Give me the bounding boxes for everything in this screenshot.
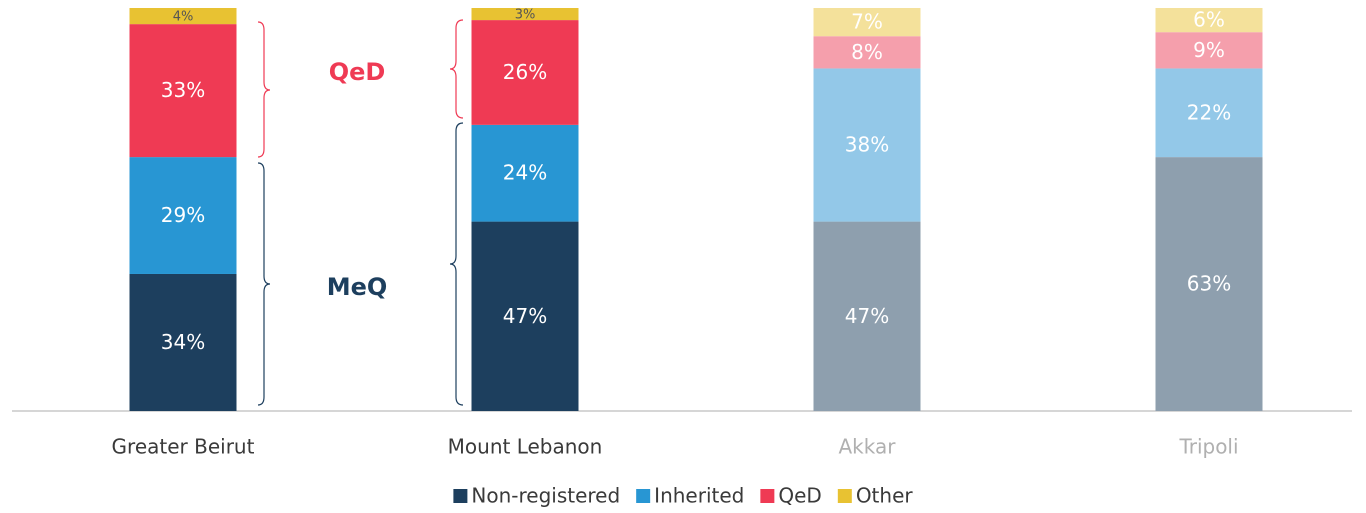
qed-brace-left (257, 21, 271, 158)
bar-segment (471, 221, 579, 411)
value-label: 22% (1187, 100, 1231, 124)
meq-brace-left (257, 162, 271, 406)
value-label: 6% (1193, 8, 1225, 32)
meq-brace-right (449, 122, 464, 406)
x-tick-label: Greater Beirut (112, 435, 255, 459)
value-label: 4% (173, 10, 194, 25)
bar-segment (129, 24, 237, 158)
bar-segment (129, 8, 237, 25)
x-tick-label: Akkar (839, 435, 897, 459)
x-tick-label: Tripoli (1178, 435, 1238, 459)
bar-segment (471, 20, 579, 125)
legend-label: Non-registered (471, 484, 620, 508)
x-tick-label: Mount Lebanon (448, 435, 603, 459)
bar-segment (1155, 157, 1263, 411)
value-label: 38% (845, 133, 889, 157)
bar-segment (813, 8, 921, 37)
bar-segment (471, 8, 579, 21)
legend-swatch (760, 489, 775, 503)
bar-segment (129, 273, 237, 411)
bar-segment (1155, 8, 1263, 33)
value-label: 24% (503, 161, 547, 185)
legend-label: Other (856, 484, 914, 508)
value-label: 7% (851, 10, 883, 34)
annotation: QeD (329, 58, 386, 86)
bar-segment (813, 36, 921, 69)
legend-swatch (837, 489, 852, 503)
bar-segment (1155, 68, 1263, 158)
legend-label: QeD (778, 484, 821, 508)
value-label: 29% (161, 203, 205, 227)
value-label: 9% (1193, 38, 1225, 62)
annotation: MeQ (327, 273, 388, 301)
bar-segment (471, 124, 579, 222)
value-label: 34% (161, 330, 205, 354)
legend-label: Inherited (654, 484, 744, 508)
value-label: 3% (515, 8, 536, 23)
value-label: 26% (503, 60, 547, 84)
value-label: 47% (845, 304, 889, 328)
bar-segment (813, 221, 921, 411)
value-label: 33% (161, 78, 205, 102)
qed-brace-right (449, 19, 464, 119)
value-label: 47% (503, 304, 547, 328)
legend-swatch (636, 489, 651, 503)
value-label: 63% (1187, 272, 1231, 296)
bar-segment (813, 68, 921, 222)
bar-segment (129, 157, 237, 274)
bar-segment (1155, 32, 1263, 69)
legend-swatch (453, 489, 468, 503)
value-label: 8% (851, 40, 883, 64)
